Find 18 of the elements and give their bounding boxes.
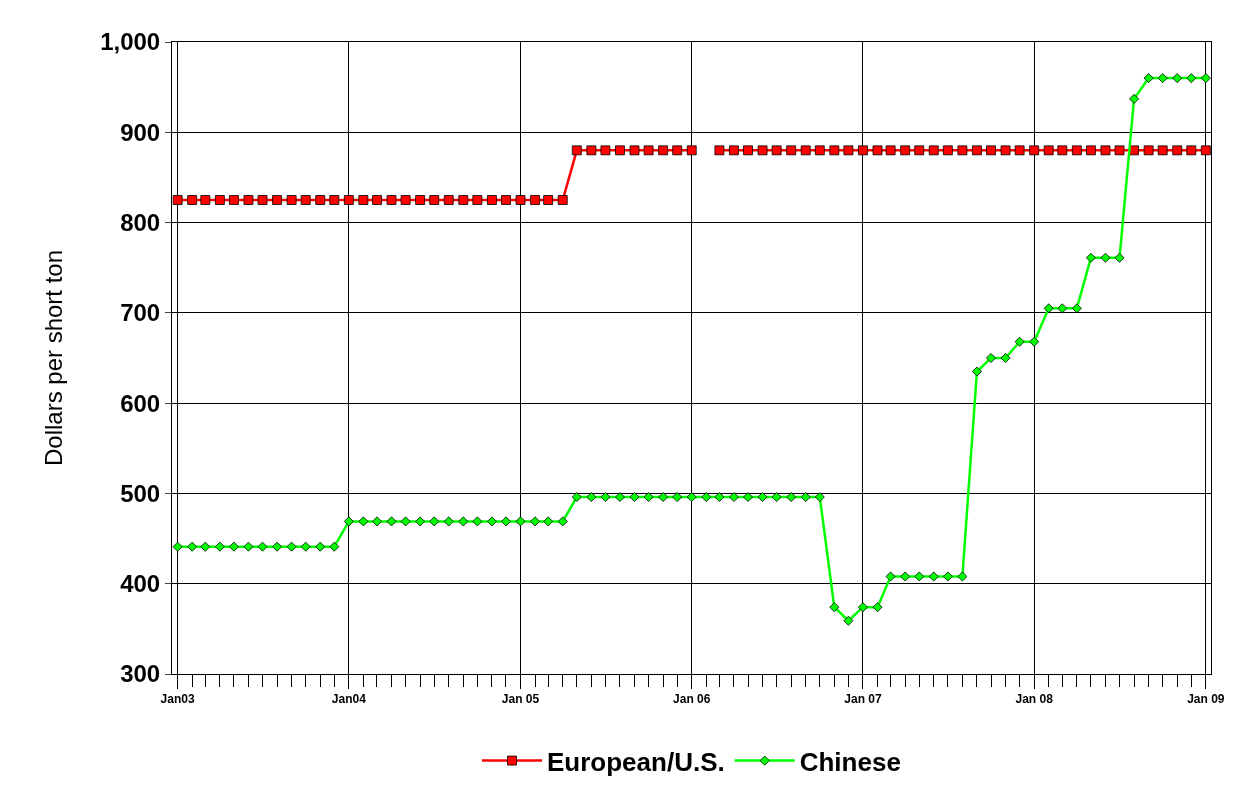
x-tick-label: Jan 07 xyxy=(844,692,882,707)
x-tick-label: Jan03 xyxy=(160,692,195,707)
y-tick-label: 600 xyxy=(120,389,161,417)
x-tick-label: Jan 06 xyxy=(673,692,711,707)
y-tick-label: 1,000 xyxy=(100,28,161,56)
x-tick-label: Jan 09 xyxy=(1187,692,1225,707)
y-tick-label: 800 xyxy=(120,208,161,236)
y-tick-label: 300 xyxy=(120,660,161,688)
y-tick-label: 400 xyxy=(120,570,161,598)
y-tick-label: 700 xyxy=(120,299,161,327)
y-axis-title: Dollars per short ton xyxy=(40,249,68,467)
y-tick-label: 500 xyxy=(120,479,161,507)
legend-label: European/U.S. xyxy=(547,746,725,777)
y-tick-label: 900 xyxy=(120,118,161,146)
x-tick-label: Jan 05 xyxy=(501,692,540,707)
legend-label: Chinese xyxy=(799,746,901,777)
x-tick-label: Jan 08 xyxy=(1015,692,1054,707)
x-tick-label: Jan04 xyxy=(331,692,367,707)
